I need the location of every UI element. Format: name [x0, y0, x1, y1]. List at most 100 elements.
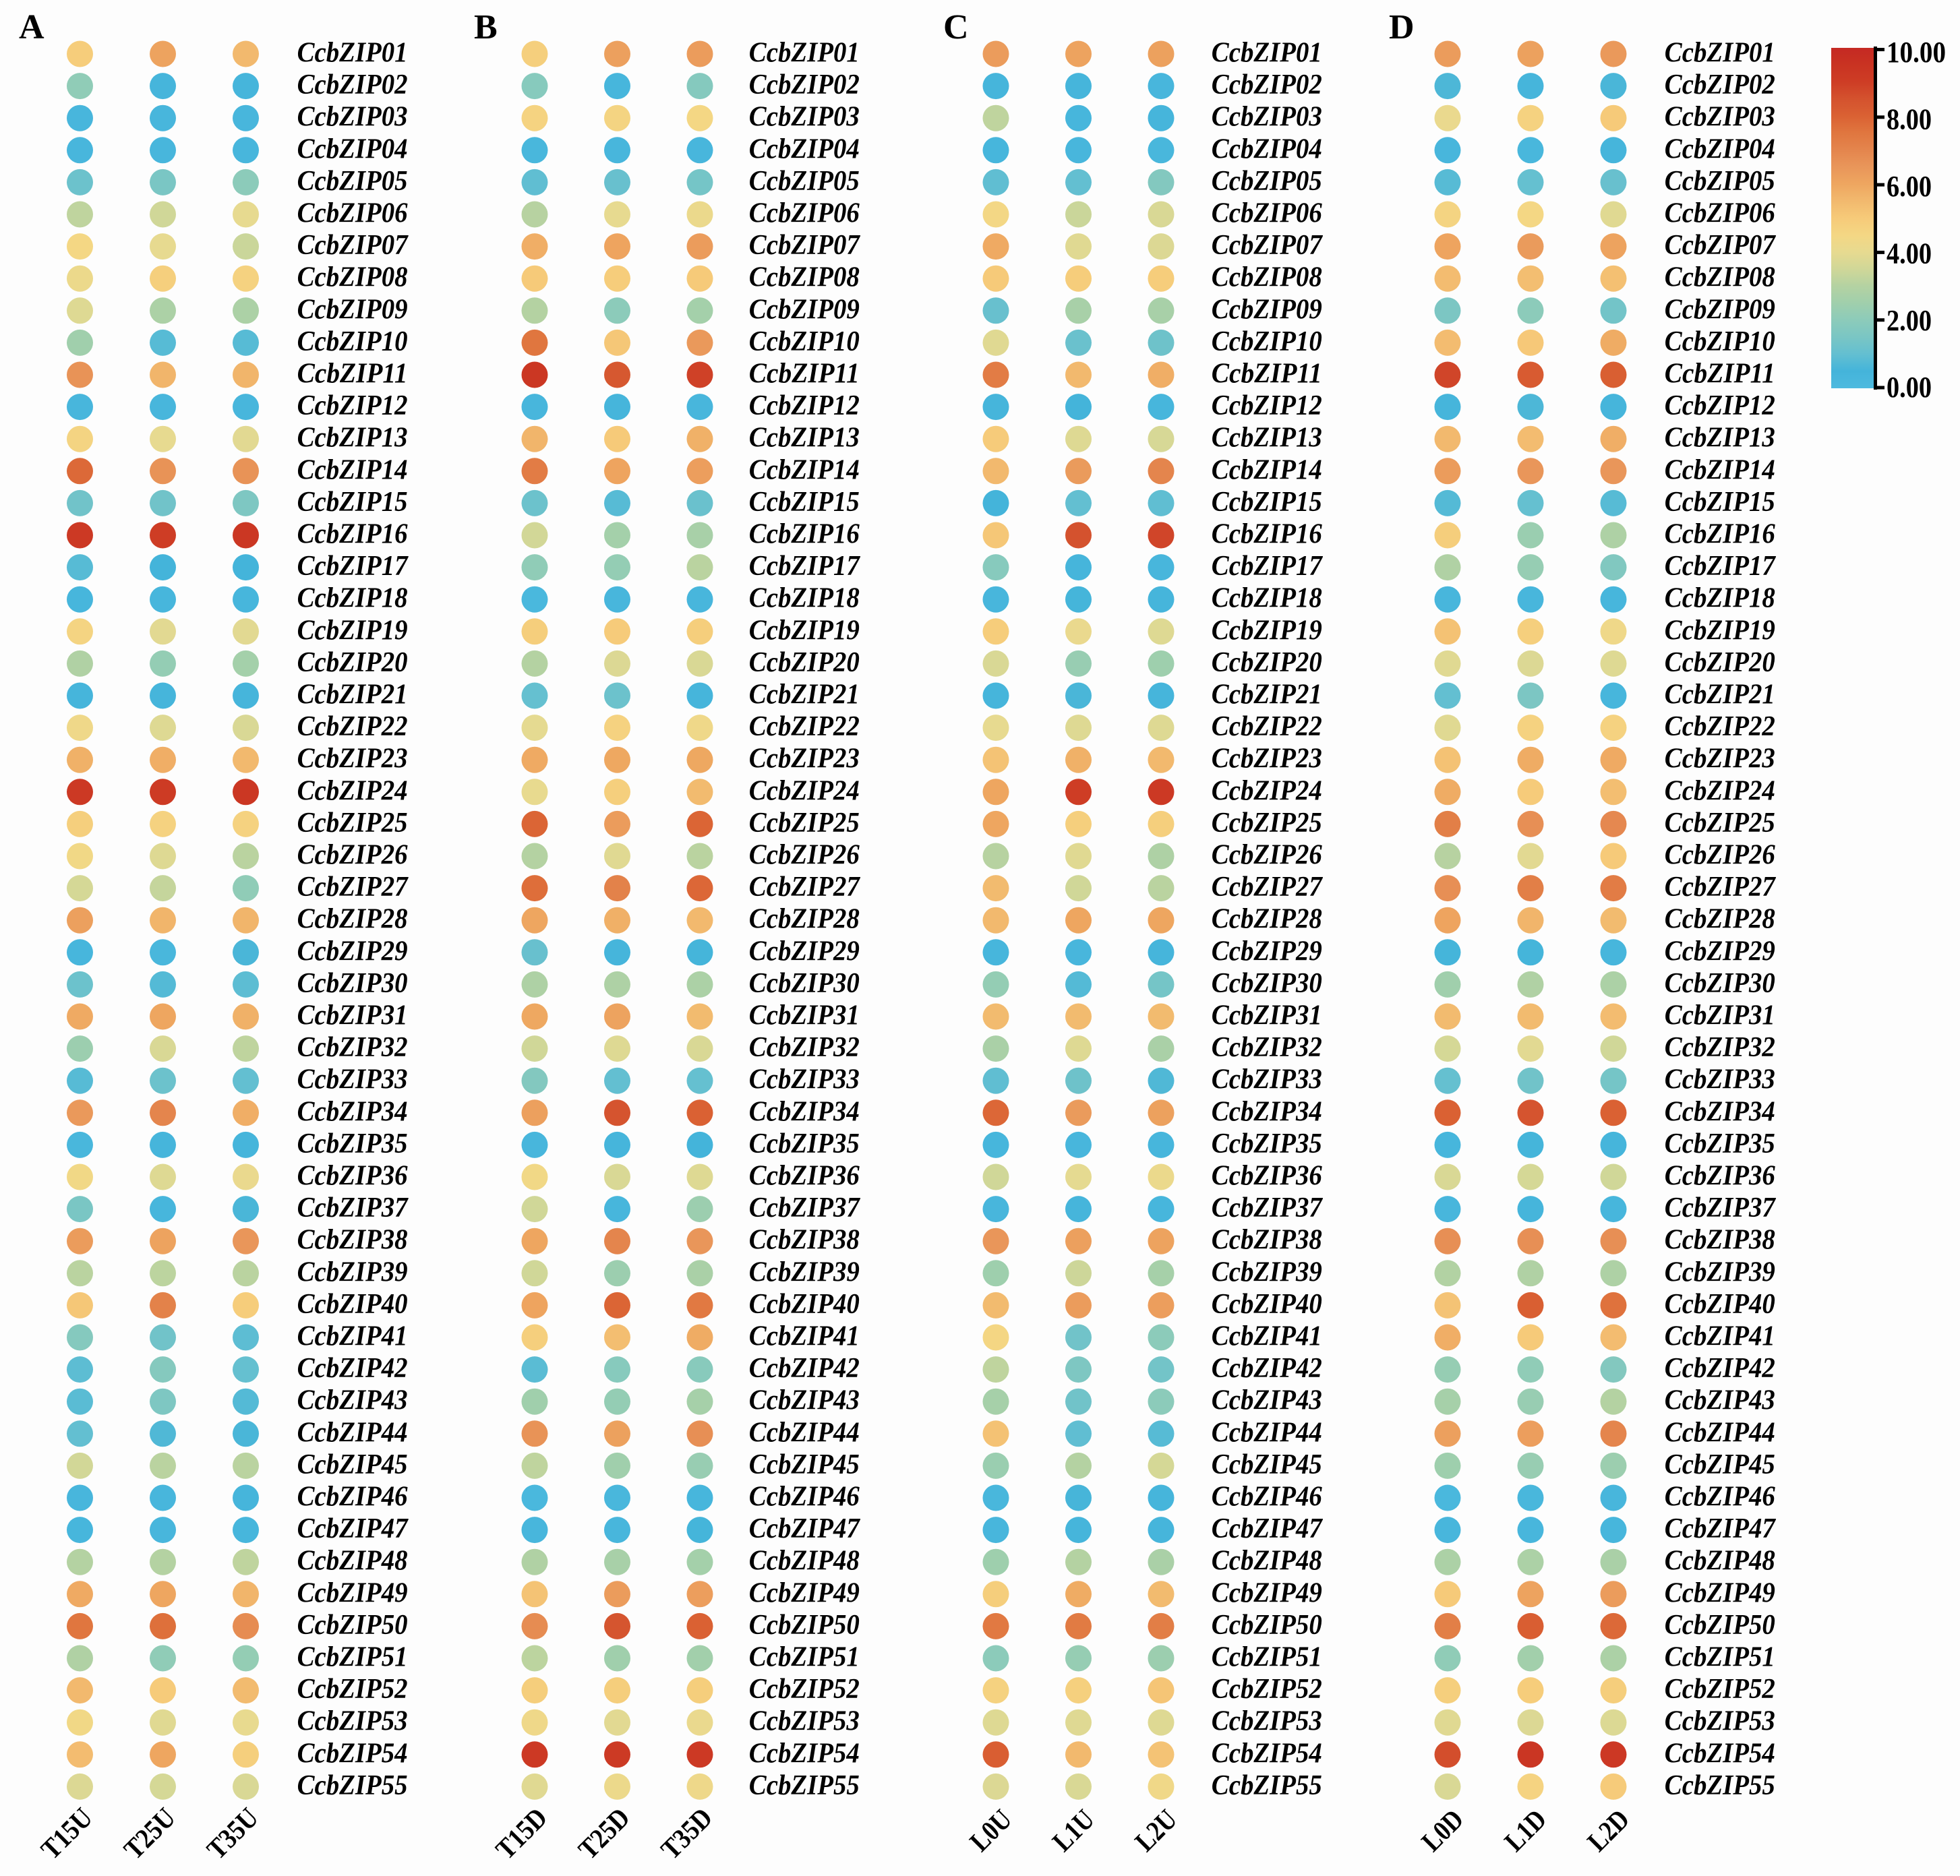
svg-text:CcbZIP53: CcbZIP53 — [1212, 1706, 1322, 1737]
svg-text:CcbZIP03: CcbZIP03 — [749, 102, 860, 133]
svg-text:C: C — [943, 8, 969, 47]
svg-text:CcbZIP07: CcbZIP07 — [1212, 230, 1324, 261]
svg-text:CcbZIP16: CcbZIP16 — [1665, 519, 1775, 550]
svg-text:CcbZIP46: CcbZIP46 — [1665, 1482, 1775, 1513]
svg-text:CcbZIP15: CcbZIP15 — [749, 487, 860, 518]
svg-text:CcbZIP04: CcbZIP04 — [749, 133, 860, 164]
svg-text:CcbZIP25: CcbZIP25 — [1665, 808, 1775, 839]
svg-text:CcbZIP37: CcbZIP37 — [297, 1192, 409, 1223]
svg-text:CcbZIP41: CcbZIP41 — [1212, 1321, 1322, 1352]
svg-text:CcbZIP03: CcbZIP03 — [297, 102, 408, 133]
svg-text:CcbZIP47: CcbZIP47 — [749, 1513, 861, 1544]
svg-text:CcbZIP43: CcbZIP43 — [1665, 1385, 1775, 1416]
svg-text:CcbZIP32: CcbZIP32 — [1665, 1032, 1775, 1063]
svg-text:CcbZIP18: CcbZIP18 — [1665, 583, 1775, 614]
svg-text:CcbZIP12: CcbZIP12 — [297, 390, 408, 421]
svg-text:CcbZIP30: CcbZIP30 — [297, 968, 408, 999]
svg-text:CcbZIP45: CcbZIP45 — [1665, 1449, 1775, 1480]
svg-text:CcbZIP51: CcbZIP51 — [1665, 1642, 1775, 1673]
svg-text:CcbZIP54: CcbZIP54 — [1212, 1738, 1322, 1769]
svg-text:CcbZIP30: CcbZIP30 — [749, 968, 860, 999]
svg-text:CcbZIP19: CcbZIP19 — [749, 615, 860, 646]
svg-text:CcbZIP19: CcbZIP19 — [1212, 615, 1322, 646]
svg-text:CcbZIP06: CcbZIP06 — [1665, 198, 1775, 229]
svg-text:CcbZIP28: CcbZIP28 — [297, 904, 408, 935]
svg-text:CcbZIP35: CcbZIP35 — [297, 1128, 408, 1159]
svg-text:CcbZIP55: CcbZIP55 — [297, 1770, 408, 1801]
svg-text:CcbZIP33: CcbZIP33 — [749, 1064, 860, 1095]
svg-text:CcbZIP26: CcbZIP26 — [1212, 840, 1322, 871]
svg-text:CcbZIP12: CcbZIP12 — [1665, 390, 1775, 421]
svg-text:CcbZIP27: CcbZIP27 — [297, 872, 409, 903]
svg-text:CcbZIP48: CcbZIP48 — [1212, 1546, 1322, 1577]
svg-text:CcbZIP45: CcbZIP45 — [297, 1449, 408, 1480]
svg-text:CcbZIP53: CcbZIP53 — [1665, 1706, 1775, 1737]
svg-text:D: D — [1389, 8, 1415, 47]
svg-text:CcbZIP54: CcbZIP54 — [297, 1738, 408, 1769]
svg-text:CcbZIP44: CcbZIP44 — [749, 1417, 860, 1448]
svg-text:CcbZIP36: CcbZIP36 — [297, 1161, 408, 1192]
svg-text:CcbZIP42: CcbZIP42 — [1665, 1353, 1775, 1384]
svg-text:CcbZIP47: CcbZIP47 — [1665, 1513, 1777, 1544]
svg-text:CcbZIP45: CcbZIP45 — [749, 1449, 860, 1480]
svg-text:CcbZIP02: CcbZIP02 — [749, 69, 860, 100]
svg-text:CcbZIP22: CcbZIP22 — [1665, 711, 1775, 742]
svg-text:CcbZIP40: CcbZIP40 — [1212, 1289, 1322, 1320]
svg-text:CcbZIP06: CcbZIP06 — [297, 198, 408, 229]
svg-text:CcbZIP49: CcbZIP49 — [297, 1577, 408, 1608]
svg-text:CcbZIP25: CcbZIP25 — [297, 808, 408, 839]
svg-text:CcbZIP01: CcbZIP01 — [1212, 38, 1322, 69]
svg-text:CcbZIP40: CcbZIP40 — [297, 1289, 408, 1320]
svg-text:CcbZIP07: CcbZIP07 — [1665, 230, 1777, 261]
svg-text:CcbZIP52: CcbZIP52 — [1665, 1674, 1775, 1705]
svg-text:CcbZIP30: CcbZIP30 — [1665, 968, 1775, 999]
svg-text:CcbZIP36: CcbZIP36 — [1212, 1161, 1322, 1192]
svg-text:CcbZIP21: CcbZIP21 — [749, 679, 860, 710]
svg-text:CcbZIP54: CcbZIP54 — [749, 1738, 860, 1769]
svg-text:CcbZIP27: CcbZIP27 — [1212, 872, 1324, 903]
svg-text:CcbZIP40: CcbZIP40 — [749, 1289, 860, 1320]
svg-text:CcbZIP47: CcbZIP47 — [297, 1513, 409, 1544]
svg-text:CcbZIP23: CcbZIP23 — [749, 744, 860, 775]
svg-text:2.00: 2.00 — [1887, 304, 1932, 337]
svg-text:CcbZIP29: CcbZIP29 — [1665, 936, 1775, 967]
svg-text:CcbZIP12: CcbZIP12 — [749, 390, 860, 421]
svg-text:CcbZIP05: CcbZIP05 — [297, 166, 408, 197]
svg-text:CcbZIP19: CcbZIP19 — [297, 615, 408, 646]
svg-text:CcbZIP40: CcbZIP40 — [1665, 1289, 1775, 1320]
svg-text:CcbZIP02: CcbZIP02 — [297, 69, 408, 100]
svg-text:CcbZIP21: CcbZIP21 — [297, 679, 408, 710]
svg-text:CcbZIP09: CcbZIP09 — [297, 294, 408, 325]
svg-text:CcbZIP14: CcbZIP14 — [1665, 454, 1775, 485]
svg-text:CcbZIP11: CcbZIP11 — [1212, 359, 1322, 390]
svg-text:CcbZIP49: CcbZIP49 — [749, 1577, 860, 1608]
svg-text:CcbZIP05: CcbZIP05 — [1665, 166, 1775, 197]
svg-text:CcbZIP41: CcbZIP41 — [297, 1321, 408, 1352]
svg-text:CcbZIP31: CcbZIP31 — [749, 1000, 860, 1031]
svg-text:CcbZIP24: CcbZIP24 — [749, 775, 860, 806]
svg-text:CcbZIP33: CcbZIP33 — [1665, 1064, 1775, 1095]
svg-text:CcbZIP35: CcbZIP35 — [749, 1128, 860, 1159]
svg-text:CcbZIP52: CcbZIP52 — [1212, 1674, 1322, 1705]
svg-text:CcbZIP48: CcbZIP48 — [297, 1546, 408, 1577]
svg-text:CcbZIP31: CcbZIP31 — [1212, 1000, 1322, 1031]
svg-text:CcbZIP17: CcbZIP17 — [1665, 551, 1777, 582]
svg-text:CcbZIP23: CcbZIP23 — [297, 744, 408, 775]
svg-text:CcbZIP52: CcbZIP52 — [297, 1674, 408, 1705]
svg-text:CcbZIP35: CcbZIP35 — [1212, 1128, 1322, 1159]
svg-text:CcbZIP09: CcbZIP09 — [1665, 294, 1775, 325]
svg-text:CcbZIP54: CcbZIP54 — [1665, 1738, 1775, 1769]
svg-text:CcbZIP55: CcbZIP55 — [1665, 1770, 1775, 1801]
svg-text:CcbZIP14: CcbZIP14 — [1212, 454, 1322, 485]
svg-text:CcbZIP08: CcbZIP08 — [749, 262, 860, 293]
svg-text:CcbZIP14: CcbZIP14 — [749, 454, 860, 485]
svg-text:CcbZIP38: CcbZIP38 — [1665, 1225, 1775, 1256]
svg-text:CcbZIP03: CcbZIP03 — [1665, 102, 1775, 133]
svg-text:CcbZIP46: CcbZIP46 — [749, 1482, 860, 1513]
svg-text:CcbZIP42: CcbZIP42 — [297, 1353, 408, 1384]
svg-text:CcbZIP42: CcbZIP42 — [1212, 1353, 1322, 1384]
svg-text:CcbZIP13: CcbZIP13 — [297, 423, 408, 454]
svg-text:CcbZIP26: CcbZIP26 — [297, 840, 408, 871]
svg-text:6.00: 6.00 — [1887, 170, 1932, 203]
svg-text:CcbZIP04: CcbZIP04 — [1212, 133, 1322, 164]
